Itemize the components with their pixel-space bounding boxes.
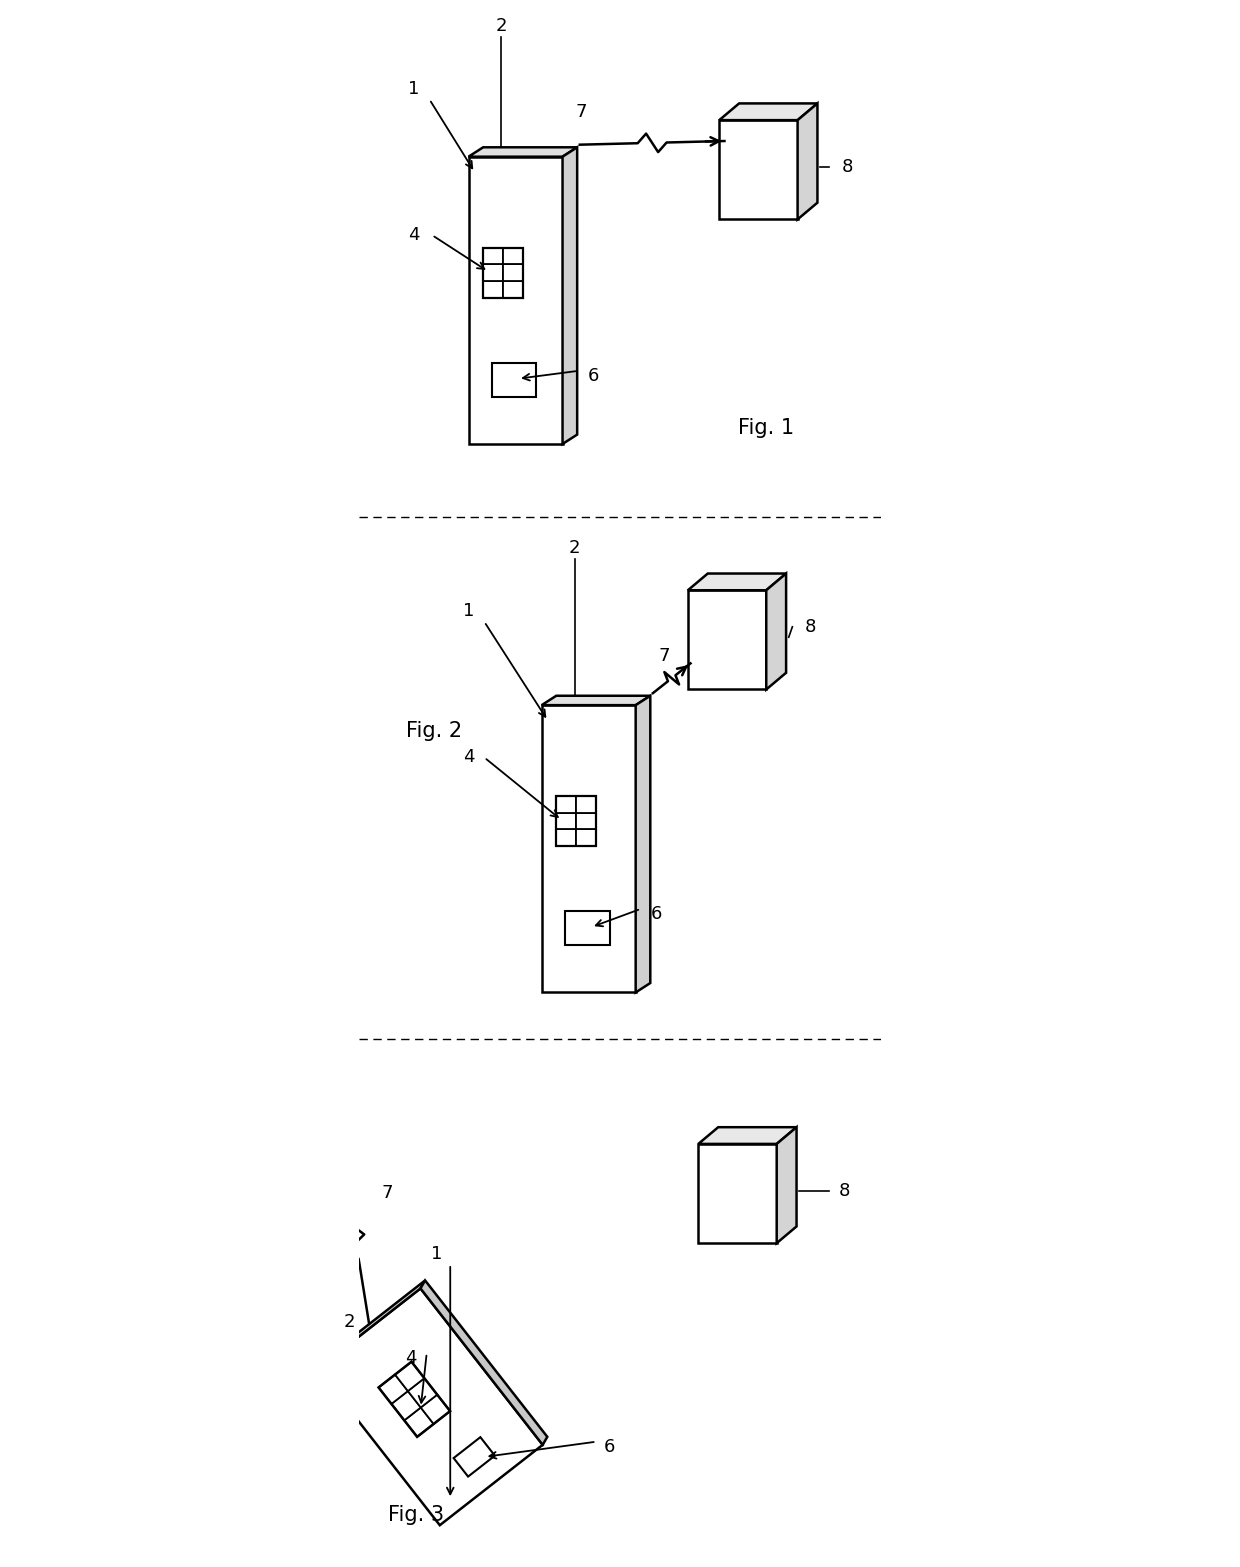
Polygon shape [577,813,596,829]
Polygon shape [636,696,650,992]
Polygon shape [469,157,563,443]
Text: Fig. 2: Fig. 2 [405,721,463,741]
Polygon shape [688,591,766,689]
Polygon shape [577,829,596,846]
Text: 8: 8 [805,617,816,636]
Polygon shape [503,280,523,298]
Polygon shape [557,813,577,829]
Text: Fig. 3: Fig. 3 [388,1504,444,1525]
Polygon shape [408,1379,438,1407]
Text: 1: 1 [408,80,419,97]
Text: 1: 1 [432,1244,443,1263]
Polygon shape [698,1127,796,1144]
Text: 1: 1 [463,602,474,621]
Polygon shape [688,574,786,591]
Polygon shape [492,364,537,396]
Polygon shape [776,1127,796,1243]
Polygon shape [577,796,596,813]
Polygon shape [542,705,636,992]
Text: 4: 4 [405,1349,417,1366]
Text: 6: 6 [588,367,600,385]
Polygon shape [392,1391,420,1420]
Text: 8: 8 [839,1182,851,1200]
Text: Fig. 1: Fig. 1 [738,418,795,439]
Polygon shape [404,1407,434,1437]
Polygon shape [317,1288,543,1525]
Polygon shape [484,280,503,298]
Polygon shape [503,248,523,265]
Text: 4: 4 [408,226,419,244]
Polygon shape [698,1144,776,1243]
Polygon shape [469,147,577,157]
Text: 6: 6 [604,1439,615,1456]
Polygon shape [719,103,817,121]
Text: 2: 2 [343,1313,355,1330]
Polygon shape [378,1374,408,1404]
Text: 2: 2 [496,17,507,34]
Text: 7: 7 [575,103,587,121]
Polygon shape [503,265,523,280]
Polygon shape [557,829,577,846]
Polygon shape [797,103,817,219]
Polygon shape [484,248,503,265]
Polygon shape [565,912,610,945]
Polygon shape [719,121,797,219]
Polygon shape [420,1395,450,1424]
Text: 7: 7 [382,1183,393,1202]
Polygon shape [563,147,577,443]
Text: 7: 7 [658,647,670,664]
Polygon shape [420,1280,547,1445]
Text: 8: 8 [842,158,853,176]
Polygon shape [317,1280,425,1370]
Text: 2: 2 [569,539,580,558]
Text: 4: 4 [463,749,474,766]
Polygon shape [542,696,650,705]
Polygon shape [454,1437,495,1476]
Polygon shape [766,574,786,689]
Text: 6: 6 [651,906,662,923]
Polygon shape [484,265,503,280]
Polygon shape [557,796,577,813]
Polygon shape [396,1362,424,1391]
